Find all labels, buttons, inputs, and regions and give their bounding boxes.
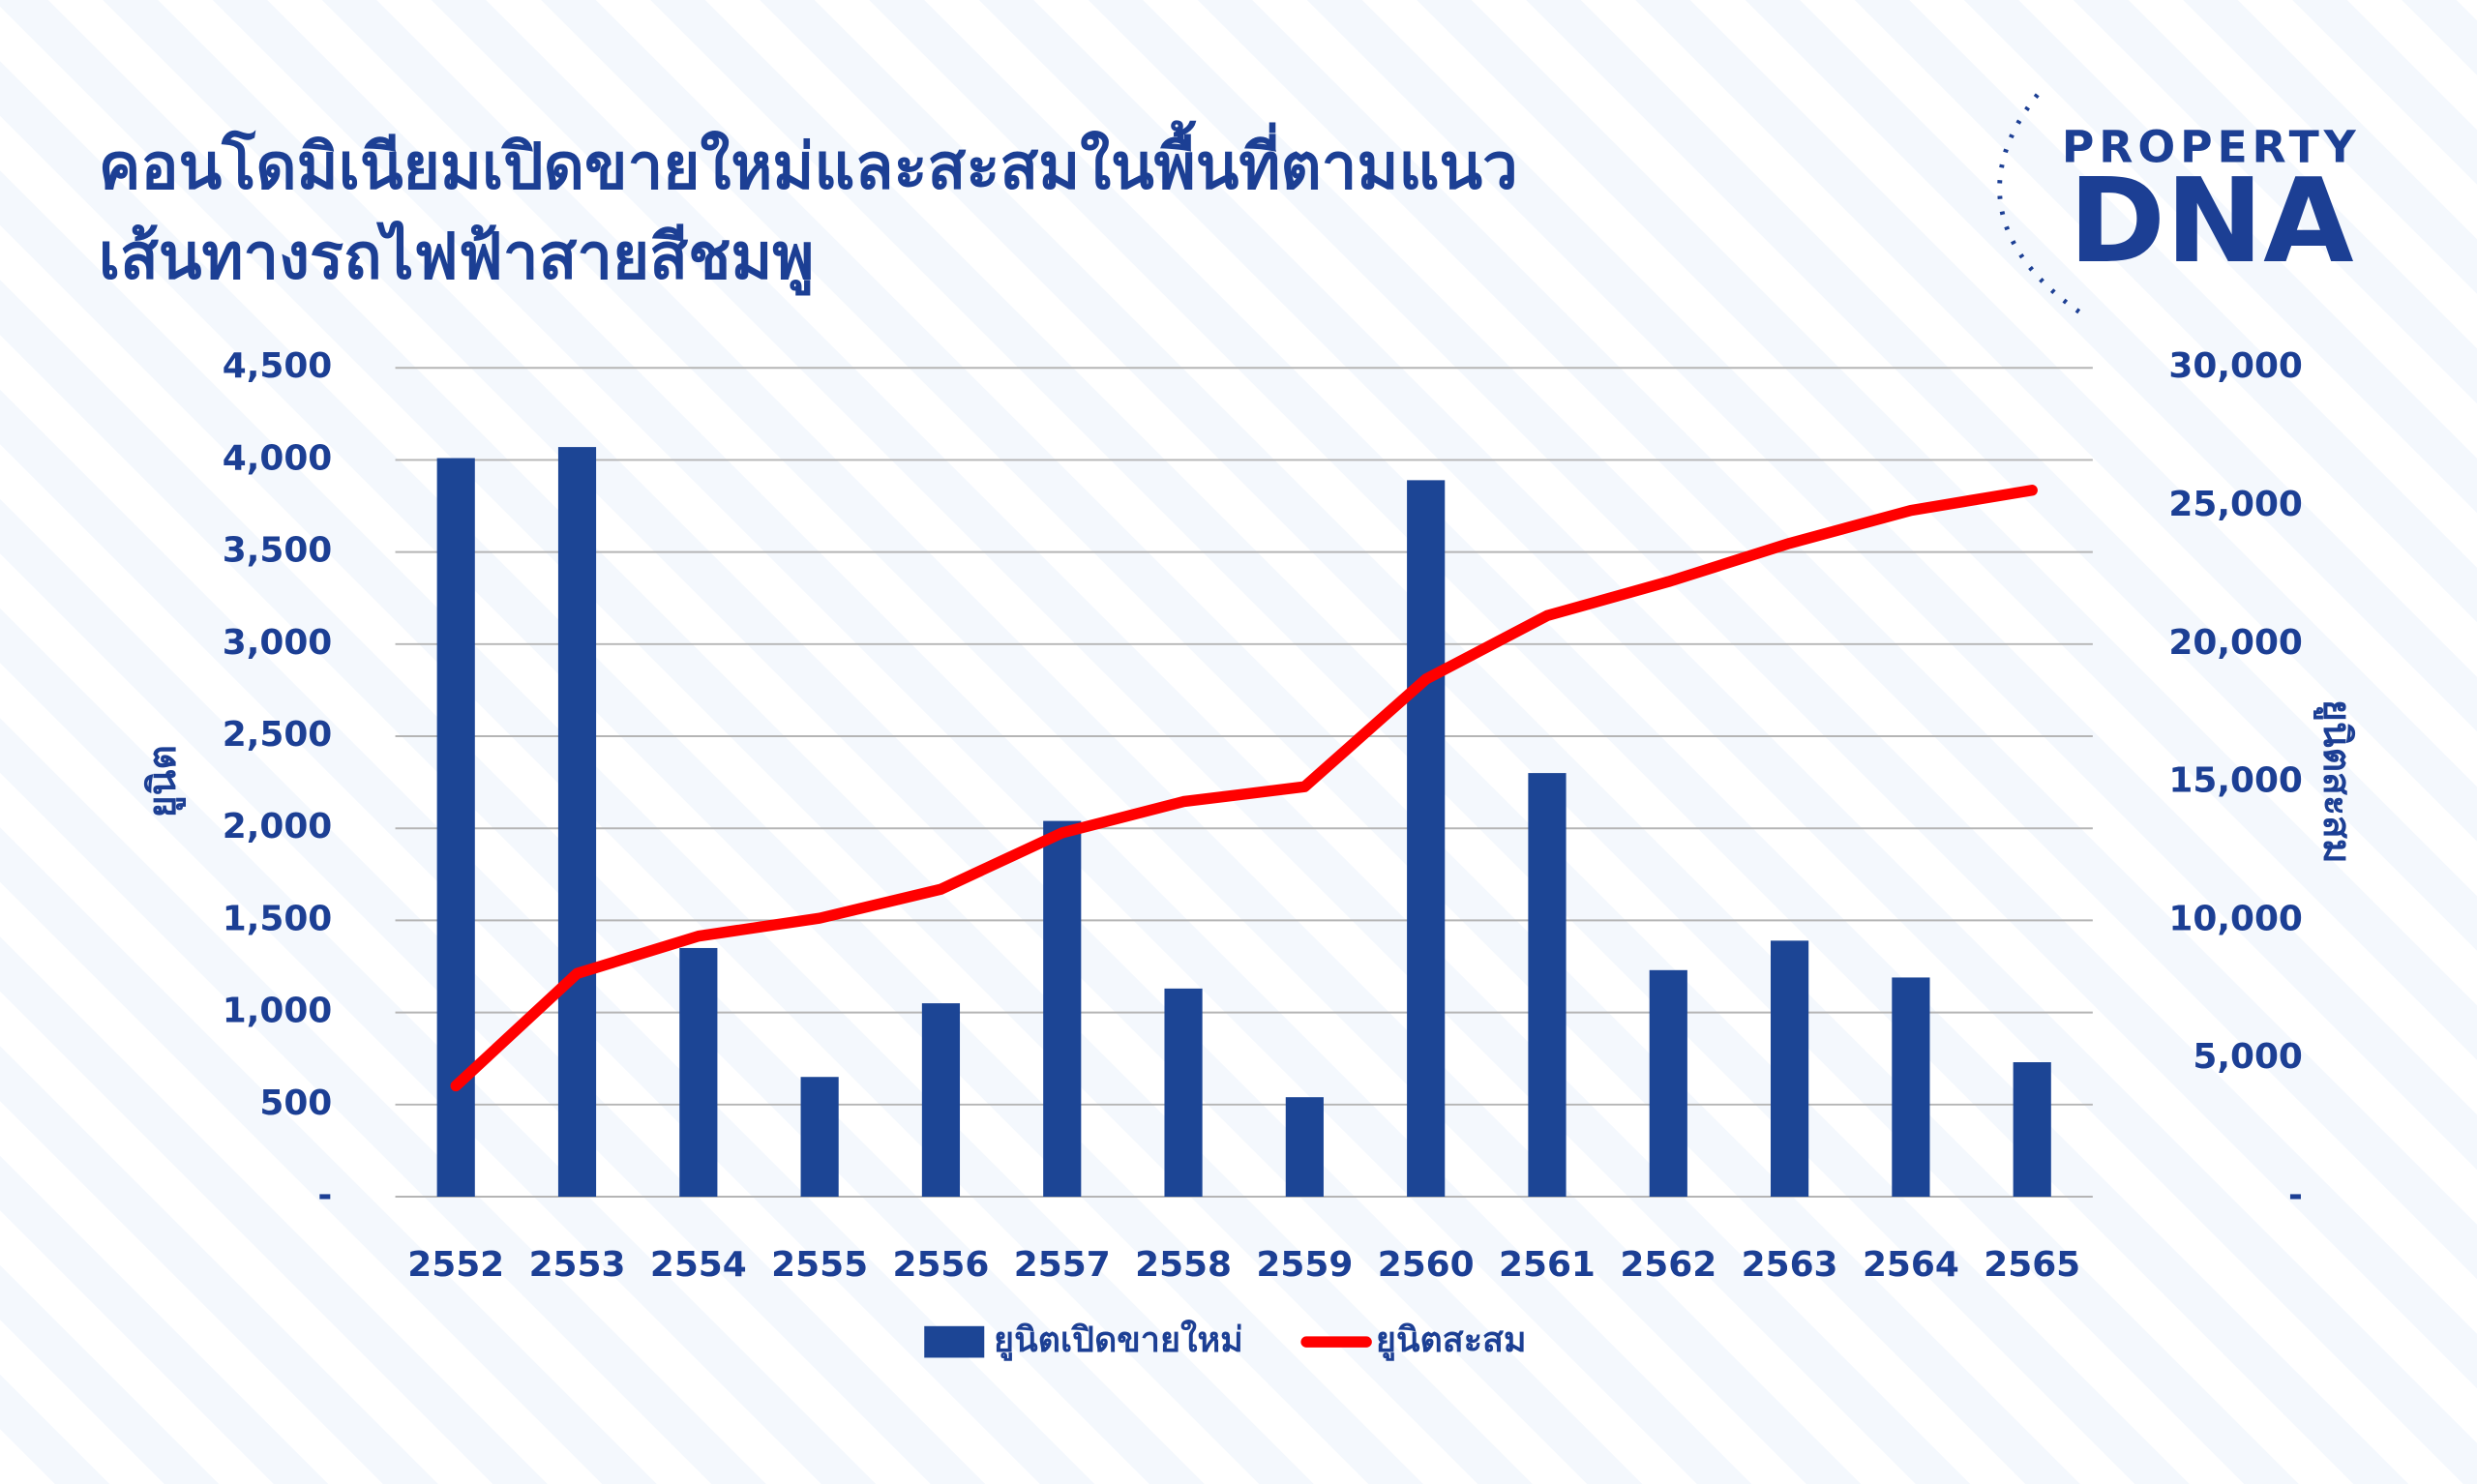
- legend-label: ยูนิตเปิดขายใหม่: [994, 1319, 1243, 1361]
- bar: [1771, 940, 1809, 1197]
- y-tick-label: 1,500: [223, 899, 333, 938]
- bar: [800, 1077, 839, 1197]
- logo-dots: [1997, 93, 2087, 318]
- x-tick-label: 2553: [529, 1245, 626, 1285]
- y-tick-label: 1,000: [223, 992, 333, 1031]
- y2-tick-label: 15,000: [2168, 761, 2303, 801]
- y-tick-label: 2,000: [223, 807, 333, 846]
- y2-tick-label: 25,000: [2168, 485, 2303, 524]
- y-tick-label: 4,500: [223, 346, 333, 386]
- y2-tick-label: 20,000: [2168, 623, 2303, 663]
- bar: [1407, 480, 1446, 1197]
- bar: [679, 947, 718, 1197]
- x-tick-label: 2554: [650, 1245, 747, 1285]
- logo-bottom: DNA: [2069, 154, 2354, 289]
- bar: [557, 447, 597, 1197]
- bar: [1043, 820, 1082, 1197]
- bar: [1892, 977, 1930, 1197]
- y-tick-label: 500: [259, 1083, 332, 1123]
- x-tick-label: 2556: [892, 1245, 989, 1285]
- bar: [2013, 1062, 2051, 1197]
- chart-title-line: คอนโดมิเนียมเปิดขายใหม่และสะสมในพื้นที่ต…: [99, 119, 1518, 203]
- x-tick-label: 2557: [1014, 1245, 1111, 1285]
- y-tick-label: 2,500: [223, 715, 333, 755]
- x-tick-label: 2563: [1742, 1245, 1838, 1285]
- y2-tick-label: -: [2288, 1175, 2303, 1215]
- bar: [1649, 969, 1687, 1197]
- bar: [1285, 1097, 1324, 1197]
- x-tick-label: 2558: [1135, 1245, 1232, 1285]
- legend-swatch: [924, 1325, 985, 1358]
- x-tick-label: 2564: [1863, 1245, 1959, 1285]
- y-axis-label: ยูนิต: [141, 745, 186, 817]
- x-tick-label: 2555: [771, 1245, 868, 1285]
- y-tick-label: 4,000: [223, 438, 333, 478]
- y-tick-label: -: [317, 1175, 332, 1215]
- x-tick-label: 2561: [1499, 1245, 1596, 1285]
- chart-title-line: เส้นทางรถไฟฟ้าสายสีชมพู: [99, 219, 815, 296]
- y2-axis-label: ยูนิตสะสม: [2313, 699, 2358, 864]
- bar: [1528, 773, 1567, 1197]
- line: [450, 485, 2038, 1092]
- y2-tick-label: 5,000: [2193, 1037, 2303, 1077]
- logo-top: PROPERTY: [2062, 122, 2361, 173]
- y2-tick-label: 10,000: [2168, 899, 2303, 938]
- x-tick-label: 2559: [1256, 1245, 1353, 1285]
- bar: [1164, 988, 1203, 1197]
- legend-label: ยูนิตสะสม: [1376, 1321, 1527, 1361]
- x-tick-label: 2552: [407, 1245, 504, 1285]
- y-tick-label: 3,000: [223, 623, 333, 663]
- x-tick-label: 2562: [1620, 1245, 1716, 1285]
- x-tick-label: 2560: [1378, 1245, 1475, 1285]
- y2-tick-label: 30,000: [2168, 346, 2303, 386]
- bar: [921, 1003, 961, 1197]
- y-tick-label: 3,500: [223, 531, 333, 571]
- x-tick-label: 2565: [1984, 1245, 2080, 1285]
